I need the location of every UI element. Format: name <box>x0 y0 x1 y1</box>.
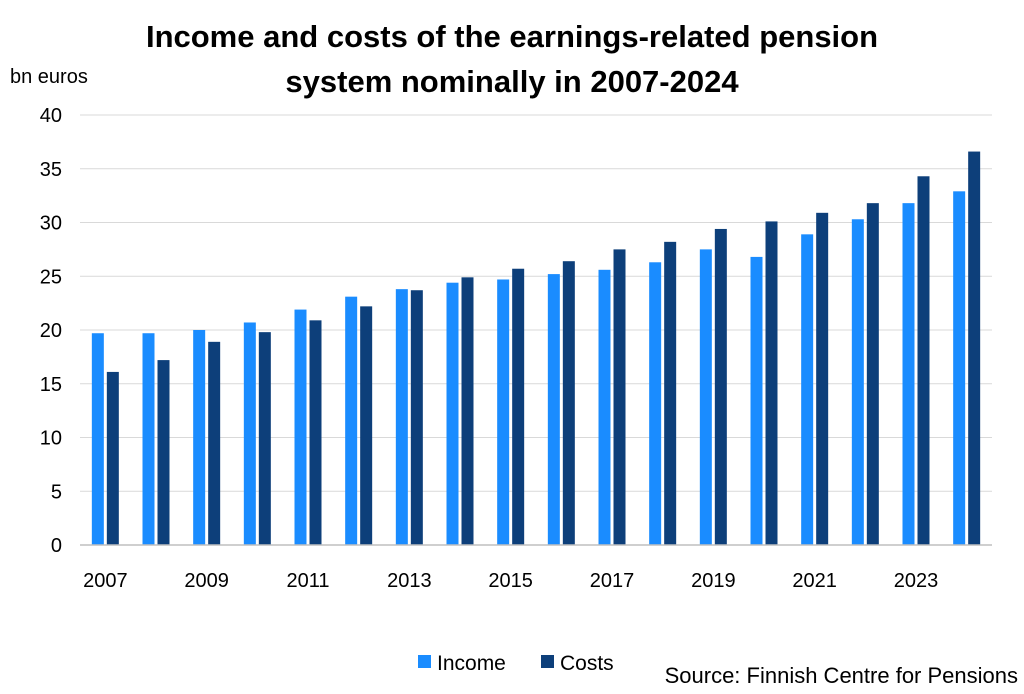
x-tick-label: 2015 <box>488 570 533 592</box>
y-tick-label: 25 <box>40 266 62 288</box>
y-tick-label: 30 <box>40 213 62 235</box>
chart-title-line-2: system nominally in 2007-2024 <box>285 64 739 99</box>
bar-income-2008 <box>142 333 155 545</box>
y-axis-ticks: 0 5 10 15 20 25 30 35 40 <box>40 105 62 557</box>
legend-swatch-costs <box>541 655 554 668</box>
y-tick-label: 20 <box>40 320 62 342</box>
bar-costs-2007 <box>106 371 119 545</box>
bar-costs-2011 <box>309 320 322 545</box>
bar-costs-2022 <box>866 203 879 545</box>
bar-costs-2024 <box>968 151 981 546</box>
bar-costs-2012 <box>360 306 373 545</box>
bar-costs-2013 <box>410 290 423 545</box>
bar-income-2018 <box>649 262 662 545</box>
bar-costs-2018 <box>664 241 677 545</box>
bar-income-2009 <box>193 330 206 545</box>
bar-costs-2014 <box>461 277 474 545</box>
bar-costs-2023 <box>917 176 930 545</box>
x-axis-ticks: 2007 2009 2011 2013 2015 2017 2019 2021 2023 <box>83 570 938 592</box>
bar-income-2010 <box>243 322 256 545</box>
legend-label-costs: Costs <box>560 652 614 675</box>
bar-income-2012 <box>345 296 358 545</box>
legend-label-income: Income <box>437 652 506 675</box>
y-tick-label: 15 <box>40 374 62 396</box>
bar-costs-2016 <box>562 261 575 545</box>
chart-title-line-1: Income and costs of the earnings-related… <box>146 19 878 54</box>
bar-costs-2015 <box>512 268 525 545</box>
bar-income-2022 <box>851 219 864 545</box>
bar-income-2019 <box>699 249 712 546</box>
bar-costs-2020 <box>765 221 778 546</box>
bar-income-2023 <box>902 203 915 545</box>
bar-costs-2010 <box>258 332 271 545</box>
bar-costs-2009 <box>208 341 221 545</box>
bar-income-2014 <box>446 282 459 545</box>
bar-income-2015 <box>497 279 510 545</box>
bar-income-2016 <box>547 274 560 545</box>
bar-costs-2017 <box>613 249 626 546</box>
x-tick-label: 2011 <box>286 570 329 592</box>
x-tick-label: 2023 <box>894 570 939 592</box>
y-tick-label: 10 <box>40 428 62 450</box>
x-tick-label: 2013 <box>387 570 432 592</box>
bar-income-2011 <box>294 309 307 545</box>
y-axis-unit-label: bn euros <box>10 66 88 88</box>
bar-income-2007 <box>91 333 104 545</box>
bar-income-2020 <box>750 256 763 545</box>
y-tick-label: 0 <box>51 535 62 557</box>
bars <box>91 151 981 546</box>
y-tick-label: 5 <box>51 481 62 503</box>
x-tick-label: 2021 <box>792 570 837 592</box>
x-tick-label: 2019 <box>691 570 736 592</box>
bar-income-2013 <box>395 289 408 545</box>
bar-costs-2008 <box>157 360 170 545</box>
y-tick-label: 35 <box>40 159 62 181</box>
x-tick-label: 2017 <box>590 570 635 592</box>
bar-costs-2019 <box>714 228 727 545</box>
gridlines <box>80 114 992 492</box>
legend: Income Costs <box>418 652 614 675</box>
bar-income-2017 <box>598 269 611 545</box>
bar-costs-2021 <box>816 212 829 545</box>
bar-income-2024 <box>953 191 966 545</box>
x-tick-label: 2009 <box>184 570 229 592</box>
bar-income-2021 <box>801 234 814 545</box>
x-tick-label: 2007 <box>83 570 128 592</box>
y-tick-label: 40 <box>40 105 62 127</box>
legend-swatch-income <box>418 655 431 668</box>
source-note: Source: Finnish Centre for Pensions <box>665 663 1018 688</box>
